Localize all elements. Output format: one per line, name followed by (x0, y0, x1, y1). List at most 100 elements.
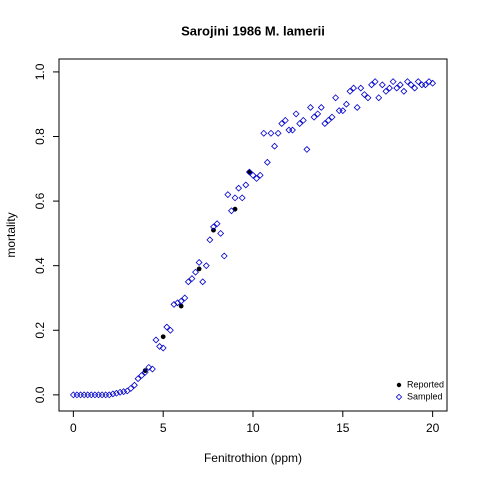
point (267, 129, 275, 137)
point (138, 372, 146, 379)
point (192, 268, 199, 276)
point (217, 229, 225, 237)
point (274, 129, 282, 137)
point (292, 110, 300, 118)
point (120, 388, 128, 396)
point (357, 84, 365, 92)
point (303, 145, 311, 153)
point (299, 116, 307, 124)
point (332, 94, 340, 102)
x-tick-label: 5 (160, 421, 167, 435)
legend-marker (395, 393, 403, 401)
point (130, 381, 138, 389)
point (411, 84, 419, 92)
point (105, 391, 113, 399)
point (231, 194, 239, 202)
point (368, 81, 376, 89)
point (256, 171, 264, 179)
y-tick-label: 0.4 (33, 257, 47, 274)
point (393, 84, 401, 92)
point (242, 181, 250, 189)
point (188, 275, 196, 283)
x-tick-label: 20 (426, 421, 440, 435)
point (116, 388, 124, 396)
point (195, 259, 203, 266)
point (414, 78, 422, 86)
point (371, 78, 379, 86)
point (400, 87, 408, 95)
point (360, 91, 368, 98)
point (159, 344, 167, 352)
point (364, 94, 372, 102)
point (177, 297, 185, 305)
point (156, 342, 164, 350)
point (296, 120, 304, 128)
point (328, 113, 336, 121)
point (249, 171, 257, 179)
point (375, 94, 383, 102)
point (310, 113, 318, 121)
point (181, 294, 189, 302)
point (260, 129, 268, 137)
point (220, 252, 228, 260)
point (281, 116, 289, 124)
point (199, 278, 207, 286)
point (141, 368, 149, 376)
y-axis-label: mortality (4, 212, 18, 257)
point (386, 84, 393, 92)
point (235, 184, 243, 192)
point (213, 220, 221, 228)
y-tick-label: 0.0 (33, 386, 47, 403)
x-tick-label: 10 (246, 421, 260, 435)
legend-label: Reported (407, 379, 444, 389)
point (163, 323, 171, 331)
point (160, 334, 166, 340)
legend-marker (396, 382, 402, 388)
point (253, 175, 261, 182)
point (152, 336, 160, 344)
point (425, 78, 433, 86)
point (109, 390, 117, 398)
y-tick-label: 0.8 (33, 128, 47, 145)
point (278, 120, 286, 128)
point (429, 79, 437, 87)
point (238, 194, 246, 202)
point (342, 100, 350, 108)
point (166, 326, 174, 334)
y-tick-label: 0.6 (33, 192, 47, 209)
point (142, 368, 148, 374)
x-axis-label: Fenitrothion (ppm) (204, 451, 302, 465)
point (127, 384, 135, 392)
point (271, 142, 279, 150)
point (245, 168, 253, 176)
point (389, 78, 397, 86)
point (314, 110, 322, 118)
point (145, 363, 153, 371)
point (289, 126, 296, 134)
point (113, 389, 120, 397)
point (407, 81, 415, 89)
point (206, 236, 214, 244)
point (421, 81, 429, 89)
point (210, 223, 217, 231)
point (324, 116, 332, 124)
point (232, 206, 238, 212)
point (321, 120, 329, 128)
point (346, 87, 354, 95)
point (178, 303, 184, 309)
point (317, 103, 325, 111)
point (227, 207, 235, 215)
point (307, 103, 314, 111)
legend-label: Sampled (407, 391, 443, 401)
x-tick-label: 15 (336, 421, 350, 435)
point (378, 81, 386, 89)
point (396, 81, 404, 89)
point (382, 87, 390, 95)
y-tick-label: 1.0 (33, 63, 47, 80)
point (134, 375, 142, 383)
point (224, 191, 232, 199)
x-tick-label: 0 (70, 421, 77, 435)
